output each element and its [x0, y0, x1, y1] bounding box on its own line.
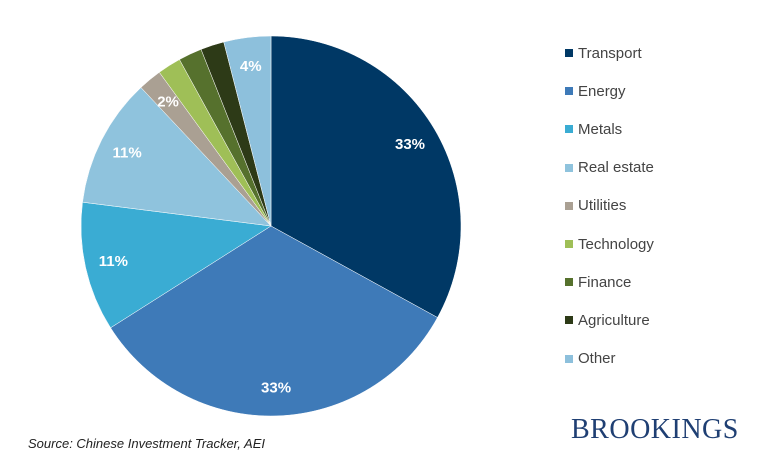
legend-item: Metals	[565, 110, 654, 148]
data-label-transport: 33%	[395, 136, 425, 153]
pie-slice-transport	[270, 35, 462, 318]
legend-item: Finance	[565, 263, 654, 301]
legend-label: Real estate	[578, 159, 654, 177]
data-label-real-estate: 11%	[113, 145, 142, 162]
pie-slice-metals	[80, 201, 272, 329]
legend-item: Agriculture	[565, 301, 654, 339]
legend-item: Real estate	[565, 149, 654, 187]
legend-item: Transport	[565, 34, 654, 72]
pie-slice-energy	[110, 225, 438, 417]
legend-item: Technology	[565, 225, 654, 263]
legend-swatch	[565, 163, 573, 172]
legend-label: Utilities	[578, 197, 627, 215]
pie-slice-other	[223, 35, 272, 227]
legend-label: Other	[578, 350, 616, 368]
legend-label: Energy	[578, 82, 626, 100]
source-note: Source: Chinese Investment Tracker, AEI	[28, 436, 265, 451]
data-label-metals: 11%	[99, 253, 128, 270]
legend-label: Transport	[578, 44, 642, 62]
pie-slice-real-estate	[82, 87, 272, 227]
legend-item: Other	[565, 340, 654, 378]
legend-swatch	[565, 278, 573, 287]
data-label-utilities: 2%	[157, 94, 179, 111]
legend-label: Finance	[578, 273, 632, 291]
brookings-logo: BROOKINGS	[571, 414, 739, 445]
legend-label: Technology	[578, 235, 654, 253]
legend-item: Utilities	[565, 187, 654, 225]
legend-item: Energy	[565, 72, 654, 110]
legend-swatch	[565, 240, 573, 249]
legend-swatch	[565, 201, 573, 210]
legend-swatch	[565, 125, 573, 134]
legend-label: Agriculture	[578, 311, 650, 329]
data-label-other: 4%	[240, 58, 262, 75]
data-label-energy: 33%	[261, 379, 291, 396]
legend-swatch	[565, 49, 573, 58]
legend-swatch	[565, 354, 573, 363]
legend-swatch	[565, 87, 573, 96]
legend-swatch	[565, 316, 573, 325]
legend: Transport Energy Metals Real estate Utilitie…	[565, 34, 654, 378]
legend-label: Metals	[578, 120, 623, 138]
